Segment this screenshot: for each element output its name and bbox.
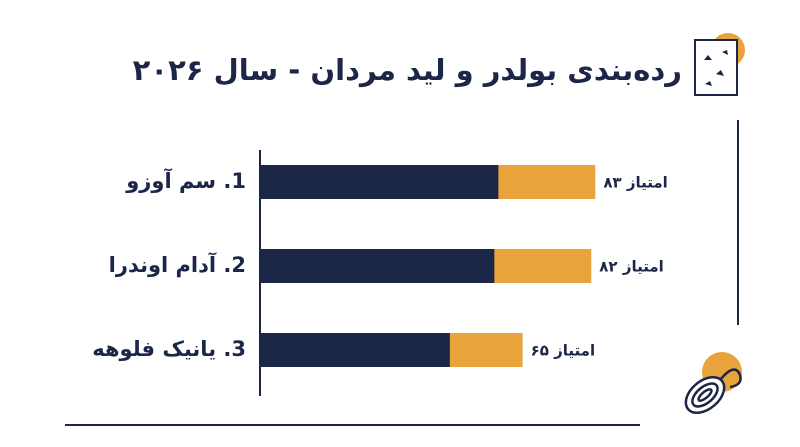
category-label: 2. آدام اوندرا bbox=[109, 252, 246, 277]
chart-title: رده‌بندی بولدر و لید مردان - سال ۲۰۲۶ bbox=[133, 53, 682, 87]
category-label: 1. سم آوزو bbox=[125, 168, 246, 193]
value-label: ۸۲ امتیاز bbox=[599, 258, 664, 276]
rope-icon bbox=[684, 352, 742, 414]
bar bbox=[260, 333, 450, 367]
value-label: ۸۳ امتیاز bbox=[603, 174, 668, 192]
bar bbox=[260, 165, 499, 199]
category-label: 3. یانیک فلوهه bbox=[92, 337, 246, 361]
value-label: ۶۵ امتیاز bbox=[531, 342, 596, 360]
bar bbox=[260, 249, 495, 283]
wall-icon bbox=[694, 33, 745, 96]
